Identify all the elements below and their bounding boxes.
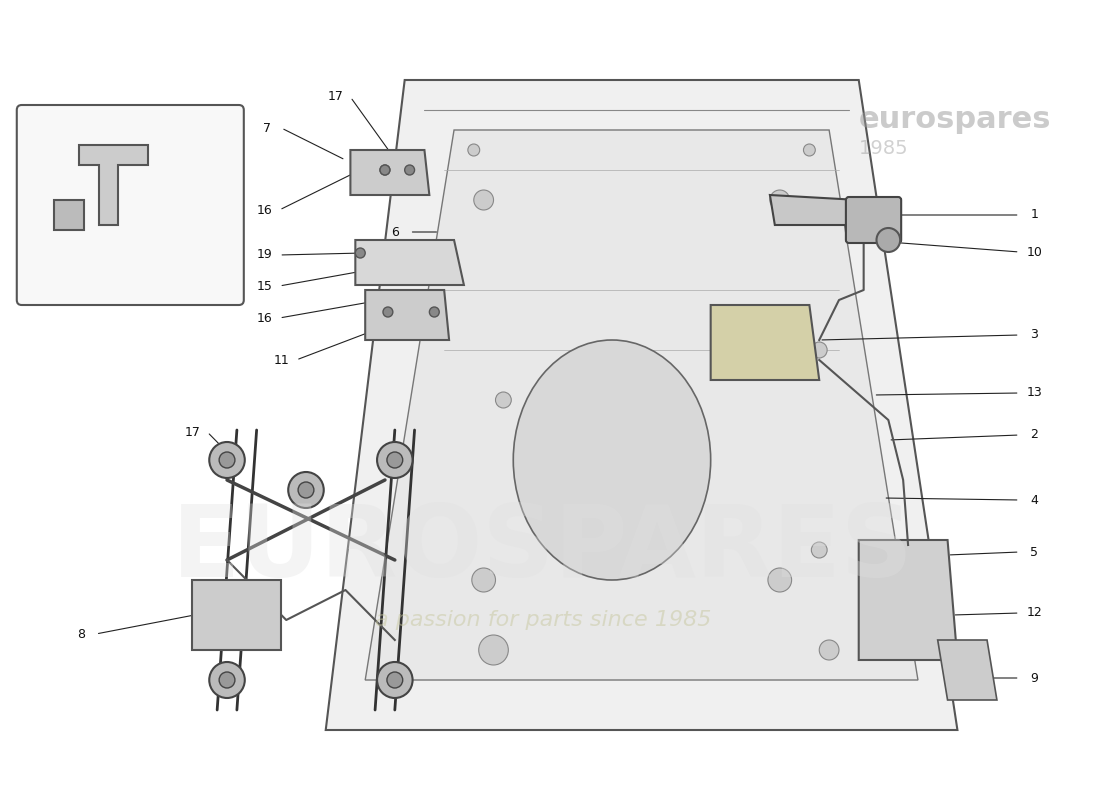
Circle shape: [803, 144, 815, 156]
Polygon shape: [365, 290, 449, 340]
Ellipse shape: [514, 340, 711, 580]
Polygon shape: [859, 540, 957, 660]
Polygon shape: [54, 200, 84, 230]
Circle shape: [820, 640, 839, 660]
Circle shape: [298, 482, 314, 498]
Circle shape: [387, 452, 403, 468]
Circle shape: [812, 342, 827, 358]
Circle shape: [877, 228, 900, 252]
Text: 9: 9: [1031, 671, 1038, 685]
Text: 16: 16: [256, 203, 273, 217]
Circle shape: [288, 472, 323, 508]
Text: 17: 17: [328, 90, 343, 103]
Text: 6: 6: [390, 226, 399, 238]
Text: 12: 12: [1026, 606, 1043, 619]
Circle shape: [474, 190, 494, 210]
Circle shape: [209, 662, 245, 698]
Text: 17: 17: [185, 426, 200, 438]
Circle shape: [468, 144, 480, 156]
Polygon shape: [79, 145, 148, 225]
Polygon shape: [192, 580, 282, 650]
Circle shape: [355, 248, 365, 258]
Circle shape: [383, 307, 393, 317]
Polygon shape: [326, 80, 957, 730]
Circle shape: [768, 568, 792, 592]
Circle shape: [387, 672, 403, 688]
Circle shape: [429, 307, 439, 317]
Circle shape: [405, 165, 415, 175]
Circle shape: [377, 662, 412, 698]
Text: 1: 1: [1031, 209, 1038, 222]
Polygon shape: [365, 130, 918, 680]
Text: 13: 13: [1026, 386, 1043, 399]
FancyBboxPatch shape: [16, 105, 244, 305]
Text: eurospares: eurospares: [859, 106, 1052, 134]
Polygon shape: [351, 150, 429, 195]
Circle shape: [209, 442, 245, 478]
Text: 3: 3: [1031, 329, 1038, 342]
Text: 18: 18: [46, 277, 63, 290]
Circle shape: [812, 542, 827, 558]
Text: 1985: 1985: [859, 138, 909, 158]
Text: 11: 11: [274, 354, 289, 366]
Polygon shape: [937, 640, 997, 700]
Circle shape: [379, 165, 389, 175]
Text: a passion for parts since 1985: a passion for parts since 1985: [375, 610, 711, 630]
Circle shape: [472, 568, 495, 592]
Text: AN 4034406 - 4036921: AN 4034406 - 4036921: [30, 282, 166, 294]
Circle shape: [377, 442, 412, 478]
Text: 4: 4: [1031, 494, 1038, 506]
Text: 5: 5: [1031, 546, 1038, 558]
Polygon shape: [711, 305, 820, 380]
Circle shape: [478, 635, 508, 665]
Text: 19: 19: [256, 249, 273, 262]
Text: 10: 10: [1026, 246, 1043, 258]
Circle shape: [379, 165, 389, 175]
Circle shape: [495, 392, 512, 408]
Polygon shape: [770, 195, 869, 225]
Circle shape: [770, 190, 790, 210]
Text: 8: 8: [77, 627, 85, 641]
Text: 15: 15: [256, 279, 273, 293]
Text: 2: 2: [1031, 429, 1038, 442]
FancyBboxPatch shape: [846, 197, 901, 243]
Polygon shape: [355, 240, 464, 285]
Text: 16: 16: [256, 311, 273, 325]
Circle shape: [219, 672, 235, 688]
Text: EUROSPARES: EUROSPARES: [172, 502, 914, 598]
Text: 7: 7: [263, 122, 271, 134]
Circle shape: [219, 452, 235, 468]
